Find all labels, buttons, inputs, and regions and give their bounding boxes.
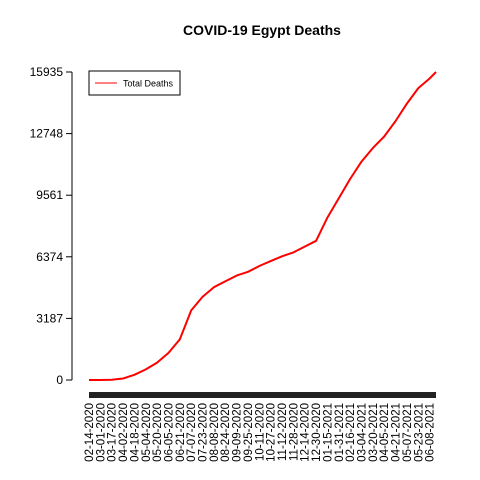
y-tick-label: 3187	[36, 311, 63, 325]
x-tick-label: 01-31-2021	[334, 403, 346, 462]
x-tick-label: 05-04-2020	[141, 403, 153, 462]
x-tick-label: 04-02-2020	[118, 403, 130, 462]
x-axis-tick-band	[89, 392, 436, 398]
legend-box	[88, 70, 181, 96]
x-tick-label: 11-28-2020	[288, 403, 300, 461]
x-tick-label: 01-15-2021	[322, 403, 334, 462]
x-tick-label: 08-08-2020	[209, 403, 221, 462]
y-tick-label: 12748	[30, 127, 64, 141]
x-tick-label: 04-18-2020	[129, 403, 141, 462]
x-tick-label: 06-21-2020	[175, 403, 187, 462]
legend: Total Deaths	[88, 70, 181, 96]
x-tick-label: 08-24-2020	[220, 403, 232, 462]
x-tick-label: 04-05-2021	[379, 403, 391, 462]
x-tick-label: 03-01-2020	[95, 403, 107, 462]
x-tick-label: 03-17-2020	[107, 403, 119, 462]
x-tick-label: 04-21-2021	[391, 403, 403, 462]
series-line-total-deaths	[89, 71, 437, 381]
y-tick-label: 15935	[30, 65, 64, 79]
x-tick-label: 12-30-2020	[311, 403, 323, 462]
x-tick-label: 09-25-2020	[243, 403, 255, 462]
x-tick-label: 06-05-2020	[163, 403, 175, 462]
x-tick-label: 02-14-2020	[84, 403, 96, 462]
x-tick-label: 07-23-2020	[198, 403, 210, 462]
y-tick-label: 0	[56, 373, 63, 387]
y-tick-label: 9561	[36, 188, 63, 202]
x-tick-label: 05-07-2021	[402, 403, 414, 462]
x-tick-label: 03-20-2021	[368, 403, 380, 462]
x-tick-label: 05-20-2020	[152, 403, 164, 462]
x-tick-label: 05-23-2021	[413, 403, 425, 462]
y-tick-label: 6374	[36, 250, 63, 264]
chart-title: COVID-19 Egypt Deaths	[183, 22, 341, 38]
x-tick-label: 02-16-2021	[345, 403, 357, 462]
x-tick-label: 10-11-2020	[254, 403, 266, 461]
x-tick-label: 11-12-2020	[277, 403, 289, 461]
x-tick-label: 09-09-2020	[232, 403, 244, 462]
x-tick-label: 10-27-2020	[266, 403, 278, 462]
x-tick-label: 12-14-2020	[300, 403, 312, 462]
x-tick-label: 06-08-2021	[425, 403, 437, 462]
series-group	[89, 71, 437, 381]
x-tick-label: 03-04-2021	[356, 403, 368, 462]
y-ticks: 0 3187 6374 9561 12748 15935	[30, 65, 72, 387]
x-tick-label: 07-07-2020	[186, 403, 198, 462]
legend-label-total-deaths: Total Deaths	[123, 79, 174, 89]
x-ticks: 02-14-2020 03-01-2020 03-17-2020 04-02-2020…	[84, 403, 437, 462]
